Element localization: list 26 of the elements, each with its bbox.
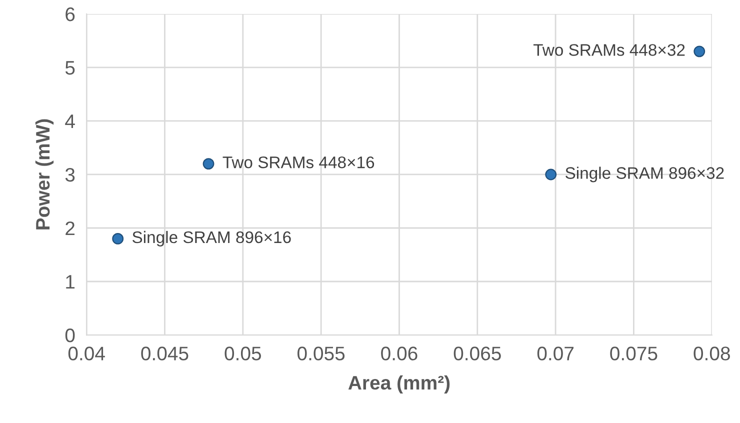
point <box>202 158 214 170</box>
annotation: Single SRAM 896×32 <box>566 166 724 182</box>
x-tick-label: 0.05 <box>224 346 262 360</box>
y-tick-label: 2 <box>66 221 74 236</box>
annotation: Two SRAMs 448×32 <box>533 44 685 56</box>
annotation: Two SRAMs 448×16 <box>222 156 374 168</box>
x-tick-label: 0.08 <box>694 346 730 360</box>
x-tick-label: 0.065 <box>454 346 501 360</box>
x-tick-label: 0.055 <box>298 346 345 360</box>
y-tick-label: 6 <box>66 7 75 22</box>
y-tick-label: 0 <box>65 328 75 342</box>
x-tick-label: 0.075 <box>610 346 658 360</box>
y-tick-label: 3 <box>65 168 75 182</box>
x-tick-label: 0.04 <box>68 346 105 360</box>
y-tick-label: 5 <box>65 61 75 75</box>
y-axis-title: Power (mW) <box>35 119 54 230</box>
x-tick-label: 0.06 <box>381 346 418 360</box>
x-axis-title: Area (mm²) <box>348 375 450 394</box>
x-tick-label: 0.045 <box>141 346 188 360</box>
point <box>694 46 706 58</box>
point <box>545 168 557 180</box>
point <box>112 232 124 244</box>
y-tick-label: 1 <box>66 275 75 289</box>
annotation: Single SRAM 896×16 <box>132 230 291 246</box>
y-tick-label: 4 <box>65 114 75 128</box>
x-tick-label: 0.07 <box>537 346 574 360</box>
